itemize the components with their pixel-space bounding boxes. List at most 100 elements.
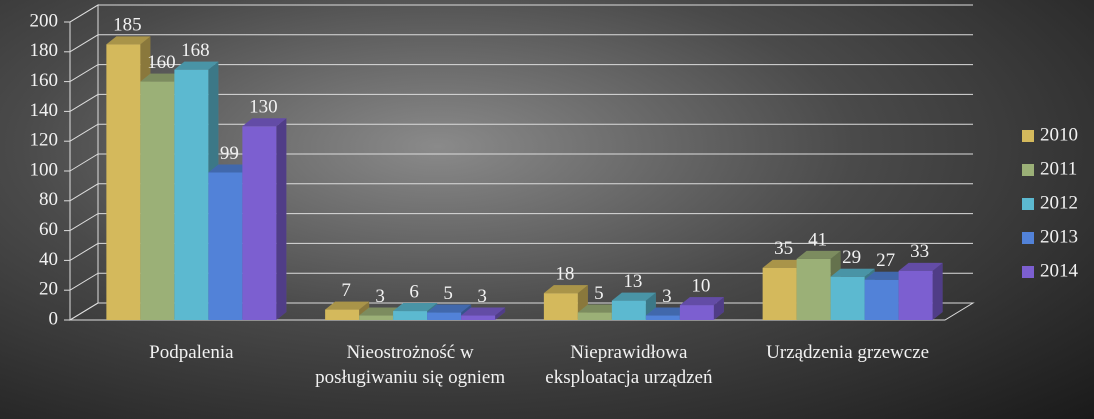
bar-side-shade [495,307,506,320]
bar-top [140,73,185,82]
value-label: 185 [113,15,142,36]
bar-top-shade [611,292,656,301]
bar [762,267,797,320]
grid-line [69,302,973,321]
y-tick-label: 80 [39,189,58,210]
bar-side-shade [276,118,287,320]
bar-top [106,36,151,45]
value-label: 29 [842,247,861,268]
bar [140,81,175,320]
value-label: 3 [477,286,487,307]
y-tick-label: 0 [49,308,59,329]
bar-top [461,307,506,316]
grid-line [69,34,973,53]
legend-label: 2014 [1040,260,1079,281]
bar-top-shade [577,304,622,313]
value-label: 6 [409,281,419,302]
value-label: 35 [774,238,793,259]
bar-top-shade [864,271,909,280]
bar [174,69,209,321]
grid-line [69,93,973,112]
bar-top-shade [461,307,506,316]
x-tick-label: Nieostrożność w posługiwaniu się ogniem [315,342,506,388]
y-tick-label: 20 [39,279,58,300]
bar-top [543,285,588,294]
bar [325,309,360,320]
grid-line [69,272,973,291]
bar [242,126,277,320]
value-label: 27 [876,250,895,271]
bar [898,270,933,320]
bar-top-shade [679,297,724,306]
bar-top-shade [174,61,219,70]
y-tick-label: 100 [30,159,59,180]
bar-side-shade [713,297,724,320]
legend-label: 2012 [1040,192,1078,213]
bar [359,315,394,320]
value-label: 5 [443,283,453,304]
bar [864,279,899,320]
bar-top [359,307,404,316]
legend-swatch [1022,198,1034,210]
bar-top-shade [393,303,438,312]
bar-side [495,307,506,320]
value-label: 7 [341,280,351,301]
bar-top-shade [359,307,404,316]
bar [208,172,243,320]
y-tick-label: 200 [30,10,59,31]
bar-top-shade [645,307,690,316]
legend-label: 2010 [1040,124,1078,145]
grid-line [69,64,973,83]
y-tick-label: 40 [39,249,58,270]
bar-top [393,303,438,312]
bar-side [713,297,724,320]
bar-top [645,307,690,316]
bar-top [796,250,841,259]
bar [611,300,646,320]
bar-top [864,271,909,280]
value-label: 13 [623,271,642,292]
value-label: 130 [249,97,278,118]
bar-top [830,268,875,277]
y-tick-label: 160 [30,70,59,91]
legend-label: 2013 [1040,226,1078,247]
bar-top [762,259,807,268]
bar-top-shade [796,250,841,259]
grid-line [69,213,973,232]
bar-side-shade [932,262,943,320]
value-label: 3 [375,286,385,307]
legend-swatch [1022,164,1034,176]
value-label: 160 [147,52,176,73]
y-tick-label: 60 [39,219,58,240]
bar [106,44,141,320]
x-tick-label: Nieprawidłowa eksploatacja urządzeń [545,342,713,388]
bar-top-shade [762,259,807,268]
bar [461,315,496,320]
bar [427,312,462,320]
bar-top [427,304,472,313]
bar-top-shade [830,268,875,277]
grid-line [69,4,973,23]
bar [645,315,680,320]
value-label: 18 [555,264,574,285]
bar-top-shade [208,164,253,173]
value-label: 41 [808,229,827,250]
y-tick-label: 120 [30,130,59,151]
legend-swatch [1022,232,1034,244]
grid-line [69,242,973,261]
bar-side [276,118,287,320]
bar-top [208,164,253,173]
bar-top [611,292,656,301]
bar-top [898,262,943,271]
bar [393,311,428,320]
value-label: 33 [910,241,929,262]
bar [679,305,714,320]
bar-top-shade [242,118,287,127]
bar [577,312,612,320]
grid-line [69,123,973,142]
bar-top-shade [106,36,151,45]
value-label: 168 [181,40,210,61]
bar-top-shade [140,73,185,82]
legend-swatch [1022,266,1034,278]
